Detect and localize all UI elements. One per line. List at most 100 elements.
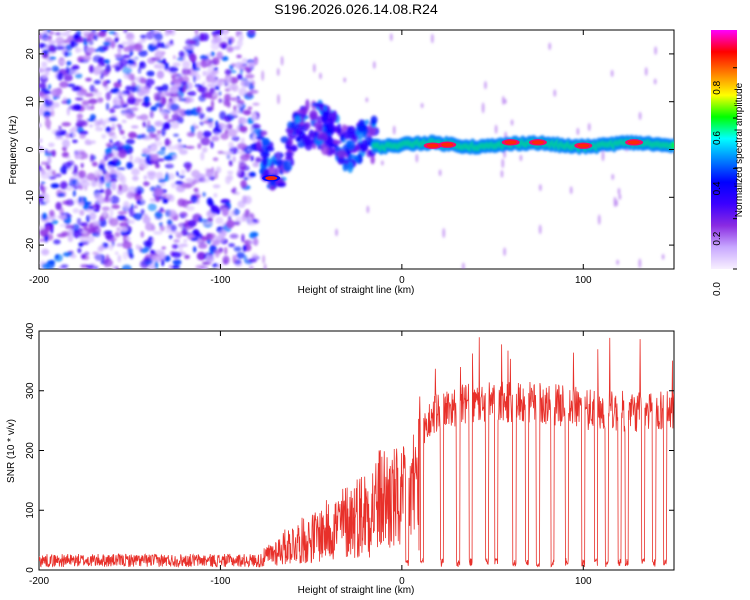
noise-blob: [107, 153, 114, 158]
noise-blob: [236, 103, 241, 109]
snr-frame: [38, 330, 675, 571]
noise-blob: [210, 51, 215, 57]
faint-blob: [276, 93, 280, 105]
noise-blob: [105, 188, 112, 197]
noise-blob: [86, 47, 95, 54]
noise-blob: [182, 84, 187, 93]
noise-blob: [136, 200, 142, 204]
noise-blob: [76, 119, 87, 127]
noise-blob: [55, 254, 59, 259]
noise-blob: [198, 112, 206, 120]
transition-blob: [321, 111, 327, 124]
noise-blob: [167, 119, 177, 123]
snr-panel: -200 -100 0 100 0 100 200 300 400 Height of str…: [6, 322, 675, 596]
noise-blob: [121, 41, 127, 46]
transition-blob: [343, 130, 351, 140]
noise-blob: [208, 233, 215, 242]
noise-blob: [165, 229, 170, 233]
noise-blob: [129, 154, 133, 162]
transition-blob: [362, 130, 368, 139]
noise-blob: [246, 148, 252, 152]
noise-blob: [237, 150, 246, 155]
noise-blob: [108, 31, 116, 35]
noise-blob: [94, 253, 103, 262]
transition-blob: [280, 136, 289, 144]
noise-blob: [60, 264, 69, 269]
noise-blob: [78, 130, 89, 135]
noise-blob: [239, 125, 248, 133]
noise-blob: [78, 185, 84, 190]
noise-blob: [154, 50, 164, 60]
noise-blob: [244, 66, 251, 71]
noise-blob: [190, 194, 198, 204]
noise-blob: [117, 149, 127, 159]
noise-blob: [202, 130, 212, 138]
noise-blob: [229, 233, 239, 239]
noise-blob: [40, 168, 46, 175]
noise-blob: [84, 104, 91, 110]
noise-blob: [154, 120, 164, 127]
y-tick-label: -10: [25, 190, 36, 205]
noise-blob: [243, 176, 249, 181]
transition-blob: [275, 158, 283, 168]
noise-blob: [61, 231, 71, 237]
noise-blob: [55, 36, 64, 44]
noise-blob: [48, 175, 57, 180]
noise-blob: [43, 193, 50, 201]
transition-blob: [337, 155, 345, 165]
faint-blob: [276, 151, 280, 161]
transition-blob: [261, 137, 270, 146]
noise-blob: [180, 169, 186, 175]
faint-blob: [510, 119, 514, 126]
noise-blob: [245, 73, 255, 79]
noise-blob: [84, 153, 89, 159]
transition-blob: [316, 135, 327, 141]
noise-blob: [146, 70, 155, 77]
x-tick-label: -100: [210, 275, 230, 286]
noise-blob: [138, 49, 148, 57]
noise-blob: [142, 215, 151, 224]
noise-blob: [134, 194, 143, 201]
noise-blob: [103, 40, 111, 47]
noise-blob: [61, 122, 72, 127]
noise-blob: [142, 121, 146, 128]
noise-blob: [249, 265, 254, 269]
noise-blob: [117, 254, 122, 263]
noise-blob: [126, 161, 134, 170]
noise-blob: [39, 165, 42, 172]
noise-blob: [202, 120, 213, 124]
transition-blob: [304, 138, 313, 151]
noise-blob: [54, 32, 62, 36]
noise-blob: [125, 32, 135, 42]
noise-blob: [94, 193, 104, 200]
noise-blob: [93, 79, 101, 85]
noise-blob: [199, 218, 208, 223]
noise-blob: [123, 30, 128, 34]
noise-blob: [49, 209, 55, 217]
faint-blob: [616, 259, 620, 265]
noise-blob: [188, 39, 197, 45]
noise-blob: [109, 195, 120, 205]
noise-blob: [54, 254, 63, 262]
transition-blob: [267, 164, 275, 175]
noise-blob: [174, 180, 184, 185]
noise-blob: [68, 128, 74, 133]
noise-blob: [150, 105, 158, 112]
noise-blob: [214, 132, 221, 136]
noise-blob: [122, 200, 130, 210]
noise-blob: [154, 32, 163, 41]
noise-blob: [246, 216, 253, 223]
noise-blob: [49, 56, 57, 61]
noise-blob: [66, 83, 76, 87]
noise-blob: [211, 135, 220, 142]
noise-blob: [77, 247, 82, 254]
noise-blob: [233, 220, 241, 226]
noise-blob: [41, 61, 48, 68]
y-tick-label: 200: [25, 442, 36, 459]
noise-blob: [105, 180, 112, 189]
noise-blob: [159, 251, 166, 259]
noise-blob: [75, 180, 82, 186]
noise-blob: [93, 220, 100, 225]
colorbar: 0.0 0.2 0.4 0.6 0.8 Normalized spectral ampl…: [711, 30, 745, 296]
noise-blob: [214, 170, 219, 180]
